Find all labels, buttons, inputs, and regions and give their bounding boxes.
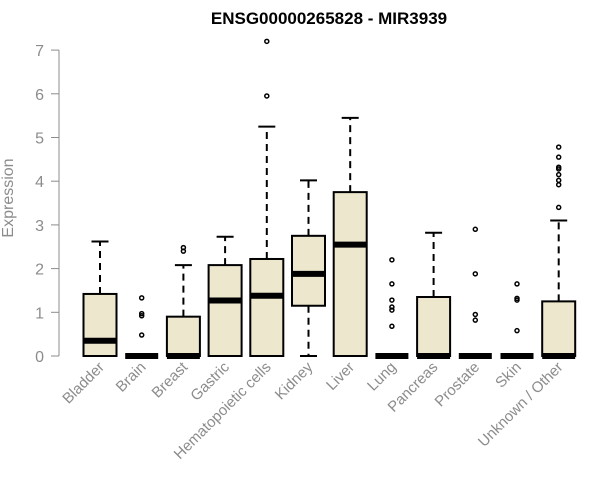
box-group-12 xyxy=(541,144,577,359)
iqr-box xyxy=(165,315,201,358)
plot-area xyxy=(82,38,577,359)
outlier-point xyxy=(138,310,145,317)
outlier-point xyxy=(264,93,270,99)
box-group-6 xyxy=(291,179,326,357)
outlier-point xyxy=(514,281,520,287)
iqr-box xyxy=(541,300,577,357)
iqr-box xyxy=(207,264,243,358)
box-group-10 xyxy=(458,226,492,359)
outlier-point xyxy=(389,323,395,330)
outlier-point xyxy=(472,317,479,323)
y-tick-label: 3 xyxy=(35,218,44,235)
category-label: Prostate xyxy=(432,359,484,411)
category-label: Liver xyxy=(323,359,358,394)
y-tick-label: 5 xyxy=(35,131,44,148)
y-axis: 0 1 2 3 4 5 6 7 xyxy=(35,43,60,366)
y-tick-label: 1 xyxy=(35,305,44,322)
y-tick-label: 4 xyxy=(35,174,44,191)
iqr-box xyxy=(291,234,326,307)
chart-title: ENSG00000265828 - MIR3939 xyxy=(211,9,447,28)
iqr-box xyxy=(416,296,452,358)
outlier-point xyxy=(555,181,562,188)
outlier-point xyxy=(472,226,479,233)
outlier-point xyxy=(514,295,520,302)
y-axis-label: Expression xyxy=(0,158,17,237)
box-group-3 xyxy=(165,244,201,359)
category-label: Brain xyxy=(113,359,150,396)
iqr-box xyxy=(249,257,285,357)
iqr-box xyxy=(82,292,118,358)
y-tick-label: 2 xyxy=(35,262,44,279)
outlier-point xyxy=(555,204,562,211)
category-label: Skin xyxy=(492,359,525,392)
category-label: Bladder xyxy=(59,359,108,408)
outlier-point xyxy=(555,164,562,170)
outlier-point xyxy=(514,327,520,334)
outlier-point xyxy=(389,304,395,310)
category-label: Lung xyxy=(364,359,400,395)
outlier-point xyxy=(555,177,562,184)
box-group-2 xyxy=(125,295,159,359)
outlier-point xyxy=(555,171,562,178)
outlier-point xyxy=(138,313,145,319)
outlier-point xyxy=(389,281,395,287)
outlier-point xyxy=(472,311,479,318)
outlier-point xyxy=(472,271,479,277)
outlier-point xyxy=(389,307,395,313)
iqr-box xyxy=(332,191,368,357)
y-tick-label: 7 xyxy=(35,43,44,60)
box-group-5 xyxy=(249,38,285,357)
box-group-8 xyxy=(375,257,409,359)
category-label: Breast xyxy=(149,358,192,401)
box-group-7 xyxy=(332,116,368,357)
y-tick-label: 0 xyxy=(35,349,44,366)
category-label: Kidney xyxy=(272,358,317,403)
box-group-9 xyxy=(416,231,452,359)
outlier-point xyxy=(138,295,145,301)
outlier-point xyxy=(180,244,187,251)
outlier-point xyxy=(555,144,562,150)
outlier-point xyxy=(138,332,145,338)
outlier-point xyxy=(389,257,395,263)
outlier-point xyxy=(555,154,562,160)
outlier-point xyxy=(389,297,395,303)
box-group-1 xyxy=(82,240,118,358)
outlier-point xyxy=(264,38,270,45)
box-group-4 xyxy=(207,235,243,358)
box-group-11 xyxy=(500,281,534,359)
y-tick-label: 6 xyxy=(35,87,44,104)
